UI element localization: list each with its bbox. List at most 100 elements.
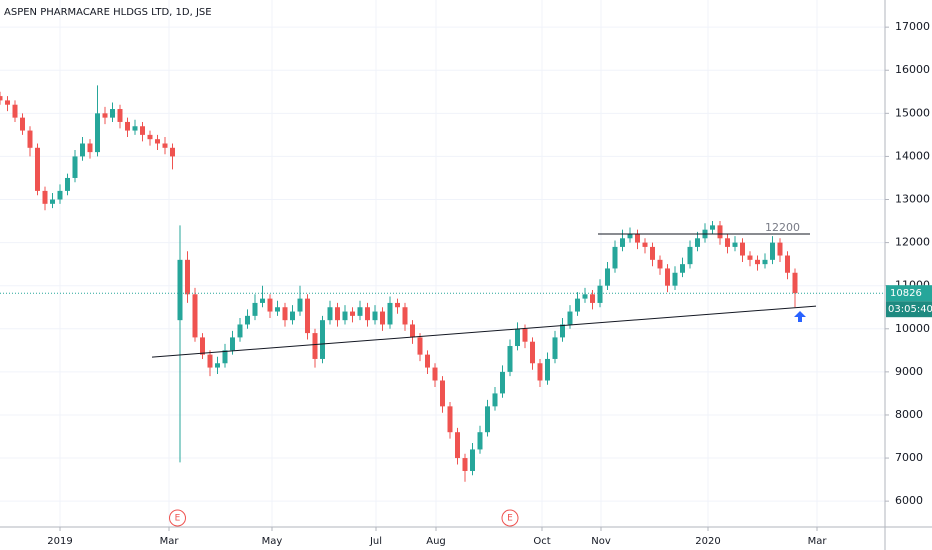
candle-body <box>410 324 415 338</box>
candle-body <box>732 242 738 247</box>
candle-body <box>755 259 760 265</box>
candle-body <box>492 393 498 407</box>
candle-body <box>725 238 730 247</box>
candle-body <box>147 134 153 140</box>
y-tick-label: 17000 <box>895 20 930 33</box>
candle-body <box>560 324 565 338</box>
candle-body <box>57 190 63 200</box>
candle-body <box>522 328 528 342</box>
candle-body <box>417 337 423 355</box>
candle-body <box>0 96 3 101</box>
grid <box>0 0 885 527</box>
candle-body <box>155 139 160 144</box>
candle-body <box>95 113 100 153</box>
candle-body <box>72 156 78 178</box>
x-tick-label: Aug <box>426 536 446 547</box>
countdown-label: 03:05:40 <box>888 304 932 315</box>
candle-body <box>267 298 273 312</box>
candle-body <box>20 117 25 131</box>
candle-body <box>87 143 93 153</box>
y-tick-label: 8000 <box>895 408 923 421</box>
candle-body <box>12 104 18 118</box>
y-tick-label: 6000 <box>895 494 923 507</box>
countdown-box <box>886 301 932 318</box>
candle-body <box>275 307 280 312</box>
candle-body <box>305 298 310 334</box>
event-label: E <box>175 514 181 524</box>
y-tick-label: 14000 <box>895 149 930 162</box>
candle-body <box>117 109 123 122</box>
candle-body <box>485 406 490 433</box>
candle-body <box>455 432 460 459</box>
candle-body <box>777 242 783 256</box>
candle-body <box>590 294 595 303</box>
x-tick-label: Nov <box>591 536 611 547</box>
candle-body <box>252 302 258 316</box>
candle-body <box>260 298 265 303</box>
arrow-icon <box>794 311 806 322</box>
candle-body <box>27 130 33 148</box>
candle-body <box>200 337 205 355</box>
candle-body <box>792 272 798 294</box>
candle-body <box>380 311 385 325</box>
candle-body <box>215 363 220 368</box>
candle-body <box>627 233 633 239</box>
candle-body <box>222 350 228 364</box>
candle-body <box>605 268 610 286</box>
candle-body <box>612 246 618 269</box>
candle-body <box>710 225 715 230</box>
chart-title: ASPEN PHARMACARE HLDGS LTD, 1D, JSE <box>4 7 212 18</box>
trendline <box>151 305 817 358</box>
candle-body <box>372 311 378 321</box>
candle-body <box>125 121 130 131</box>
candle-body <box>50 199 55 204</box>
level-label: 12200 <box>765 221 800 234</box>
candle-body <box>312 333 318 359</box>
candle-body <box>327 307 333 321</box>
candle-body <box>350 311 355 316</box>
candle-body <box>717 225 723 239</box>
candle-body <box>237 324 243 338</box>
candle-body <box>402 307 408 325</box>
x-tick-label: 2019 <box>47 536 72 547</box>
candle-body <box>657 259 663 269</box>
candle-body <box>672 272 678 286</box>
candle-body <box>515 328 520 347</box>
x-tick-label: 2020 <box>695 536 720 547</box>
candle-body <box>140 126 145 135</box>
plot: 12200 E E <box>0 85 885 527</box>
candle-body <box>65 177 70 191</box>
candle-body <box>320 320 325 359</box>
event-marker <box>501 509 519 527</box>
candle-body <box>42 190 48 204</box>
candle-body <box>740 242 745 256</box>
candle-body <box>687 246 693 265</box>
event-label: E <box>507 514 513 524</box>
candle-body <box>290 311 295 321</box>
candle-body <box>425 354 430 368</box>
candle-body <box>5 100 10 105</box>
candle-body <box>762 259 768 265</box>
candle-body <box>567 311 573 325</box>
last-price-box <box>886 285 932 302</box>
candle-body <box>545 358 550 381</box>
candle-body <box>110 109 115 118</box>
candle-body <box>395 302 400 308</box>
y-tick-label: 15000 <box>895 106 930 119</box>
x-tick-label: Oct <box>533 536 550 547</box>
candle-body <box>162 143 168 148</box>
candle-body <box>102 113 108 118</box>
y-tick-label: 13000 <box>895 193 930 206</box>
candle-body <box>245 315 250 325</box>
candle-body <box>680 264 685 273</box>
candle-body <box>642 242 648 247</box>
candle-body <box>620 238 625 247</box>
candle-body <box>177 259 183 321</box>
candle-body <box>507 346 513 372</box>
candle-body <box>357 307 363 316</box>
x-tick-label: Mar <box>808 536 828 547</box>
last-price-label: 10826 <box>890 288 922 299</box>
candle-body <box>432 367 438 381</box>
y-tick-label: 9000 <box>895 365 923 378</box>
